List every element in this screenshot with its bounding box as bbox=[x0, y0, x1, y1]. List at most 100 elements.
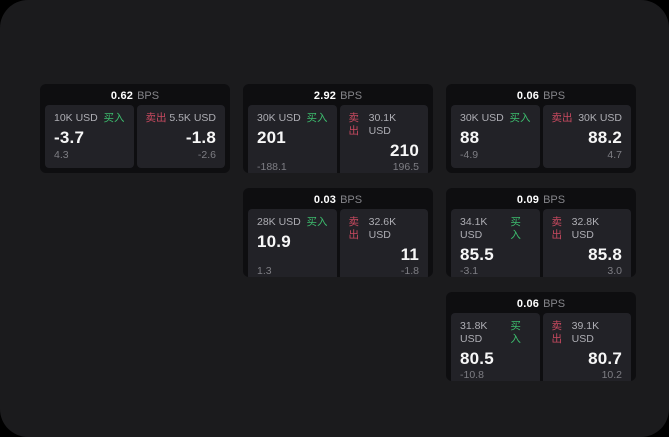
quote-card: 0.62 BPS 10K USD 买入 -3.7 4.3 卖出 5.5K USD… bbox=[40, 84, 230, 173]
bps-value: 0.03 bbox=[313, 193, 337, 206]
quote-card: 0.03 BPS 28K USD 买入 10.9 1.3 卖出 32.6K US… bbox=[243, 188, 433, 277]
sell-side-label: 卖出 bbox=[551, 320, 563, 345]
buy-notional-label: 28K USD bbox=[257, 216, 301, 228]
bps-header: 0.62 BPS bbox=[40, 84, 230, 105]
buy-panel-top: 30K USD 买入 bbox=[460, 112, 531, 125]
sell-notional-label: 30.1K USD bbox=[368, 112, 397, 137]
sell-panel-top: 卖出 5.5K USD bbox=[146, 112, 217, 125]
buy-panel-top: 31.8K USD 买入 bbox=[460, 320, 531, 346]
bps-unit: BPS bbox=[137, 89, 160, 102]
buy-sell-panels: 30K USD 买入 88 -4.9 卖出 30K USD 88.2 4.7 bbox=[451, 105, 631, 168]
bps-value: 0.09 bbox=[516, 193, 540, 206]
sell-side-label: 卖出 bbox=[551, 216, 563, 241]
sell-notional-label: 30K USD bbox=[578, 112, 622, 124]
sell-notional-label: 32.8K USD bbox=[571, 216, 600, 241]
buy-panel[interactable]: 31.8K USD 买入 80.5 -10.8 bbox=[451, 313, 540, 381]
buy-notional-label: 34.1K USD bbox=[460, 216, 488, 241]
sell-side-label: 卖出 bbox=[348, 216, 360, 241]
buy-delta-value: 1.3 bbox=[257, 265, 272, 277]
bps-value: 0.06 bbox=[516, 297, 540, 310]
buy-notional-label: 31.8K USD bbox=[460, 320, 488, 345]
buy-delta-value: 4.3 bbox=[54, 149, 69, 161]
sell-notional-label: 5.5K USD bbox=[169, 112, 216, 124]
buy-side-label: 买入 bbox=[510, 320, 521, 345]
sell-panel-top: 卖出 32.8K USD bbox=[552, 216, 623, 242]
sell-panel[interactable]: 卖出 5.5K USD -1.8 -2.6 bbox=[136, 105, 225, 168]
buy-price-value: -3.7 bbox=[54, 128, 85, 147]
quote-card: 0.06 BPS 31.8K USD 买入 80.5 -10.8 卖出 39.1… bbox=[446, 292, 636, 381]
sell-price-value: 85.8 bbox=[588, 245, 622, 264]
cards-grid: 0.62 BPS 10K USD 买入 -3.7 4.3 卖出 5.5K USD… bbox=[40, 84, 636, 381]
sell-delta-value: 10.2 bbox=[601, 369, 622, 381]
buy-panel-top: 28K USD 买入 bbox=[257, 216, 328, 229]
buy-delta-value: -3.1 bbox=[460, 265, 479, 277]
sell-delta-value: 196.5 bbox=[392, 161, 419, 173]
buy-panel[interactable]: 30K USD 买入 88 -4.9 bbox=[451, 105, 540, 168]
sell-notional-label: 39.1K USD bbox=[571, 320, 600, 345]
quote-card: 0.06 BPS 30K USD 买入 88 -4.9 卖出 30K USD 8… bbox=[446, 84, 636, 173]
sell-delta-value: -2.6 bbox=[197, 149, 216, 161]
buy-notional-label: 10K USD bbox=[54, 112, 98, 124]
sell-panel-top: 卖出 32.6K USD bbox=[349, 216, 420, 242]
sell-delta-value: -1.8 bbox=[400, 265, 419, 277]
sell-side-label: 卖出 bbox=[145, 112, 167, 124]
buy-delta-value: -188.1 bbox=[257, 161, 287, 173]
bps-value: 2.92 bbox=[313, 89, 337, 102]
sell-panel[interactable]: 卖出 32.8K USD 85.8 3.0 bbox=[542, 209, 631, 277]
buy-panel[interactable]: 30K USD 买入 201 -188.1 bbox=[248, 105, 337, 173]
buy-panel-top: 10K USD 买入 bbox=[54, 112, 125, 125]
buy-side-label: 买入 bbox=[306, 216, 328, 228]
sell-delta-value: 3.0 bbox=[607, 265, 622, 277]
sell-panel[interactable]: 卖出 30.1K USD 210 196.5 bbox=[339, 105, 428, 173]
buy-sell-panels: 28K USD 买入 10.9 1.3 卖出 32.6K USD 11 -1.8 bbox=[248, 209, 428, 277]
sell-side-label: 卖出 bbox=[551, 112, 573, 124]
bps-value: 0.62 bbox=[110, 89, 134, 102]
buy-price-value: 80.5 bbox=[460, 349, 494, 368]
sell-panel-top: 卖出 39.1K USD bbox=[552, 320, 623, 346]
bps-header: 0.06 BPS bbox=[446, 84, 636, 105]
sell-price-value: 210 bbox=[390, 141, 419, 160]
sell-panel-top: 卖出 30K USD bbox=[552, 112, 623, 125]
sell-panel[interactable]: 卖出 30K USD 88.2 4.7 bbox=[542, 105, 631, 168]
bps-header: 0.09 BPS bbox=[446, 188, 636, 209]
bps-unit: BPS bbox=[543, 89, 566, 102]
bps-unit: BPS bbox=[543, 193, 566, 206]
buy-price-value: 88 bbox=[460, 128, 480, 147]
sell-price-value: 11 bbox=[400, 245, 419, 264]
buy-panel-top: 34.1K USD 买入 bbox=[460, 216, 531, 242]
buy-sell-panels: 34.1K USD 买入 85.5 -3.1 卖出 32.8K USD 85.8… bbox=[451, 209, 631, 277]
buy-notional-label: 30K USD bbox=[460, 112, 504, 124]
buy-side-label: 买入 bbox=[510, 216, 521, 241]
buy-panel[interactable]: 28K USD 买入 10.9 1.3 bbox=[248, 209, 337, 277]
buy-panel[interactable]: 10K USD 买入 -3.7 4.3 bbox=[45, 105, 134, 168]
buy-side-label: 买入 bbox=[509, 112, 531, 124]
buy-delta-value: -10.8 bbox=[460, 369, 484, 381]
quote-card: 0.09 BPS 34.1K USD 买入 85.5 -3.1 卖出 32.8K… bbox=[446, 188, 636, 277]
buy-price-value: 85.5 bbox=[460, 245, 494, 264]
buy-sell-panels: 30K USD 买入 201 -188.1 卖出 30.1K USD 210 1… bbox=[248, 105, 428, 173]
buy-price-value: 10.9 bbox=[257, 232, 291, 251]
bps-header: 2.92 BPS bbox=[243, 84, 433, 105]
bps-header: 0.03 BPS bbox=[243, 188, 433, 209]
bps-value: 0.06 bbox=[516, 89, 540, 102]
buy-side-label: 买入 bbox=[306, 112, 328, 124]
sell-panel[interactable]: 卖出 32.6K USD 11 -1.8 bbox=[339, 209, 428, 277]
sell-price-value: -1.8 bbox=[185, 128, 216, 147]
sell-panel-top: 卖出 30.1K USD bbox=[349, 112, 420, 138]
buy-sell-panels: 31.8K USD 买入 80.5 -10.8 卖出 39.1K USD 80.… bbox=[451, 313, 631, 381]
sell-price-value: 88.2 bbox=[588, 128, 622, 147]
sell-price-value: 80.7 bbox=[588, 349, 622, 368]
buy-sell-panels: 10K USD 买入 -3.7 4.3 卖出 5.5K USD -1.8 -2.… bbox=[45, 105, 225, 168]
bps-header: 0.06 BPS bbox=[446, 292, 636, 313]
buy-price-value: 201 bbox=[257, 128, 286, 147]
quote-card: 2.92 BPS 30K USD 买入 201 -188.1 卖出 30.1K … bbox=[243, 84, 433, 173]
sell-side-label: 卖出 bbox=[348, 112, 360, 137]
bps-unit: BPS bbox=[543, 297, 566, 310]
buy-panel[interactable]: 34.1K USD 买入 85.5 -3.1 bbox=[451, 209, 540, 277]
sell-notional-label: 32.6K USD bbox=[368, 216, 397, 241]
bps-unit: BPS bbox=[340, 193, 363, 206]
sell-delta-value: 4.7 bbox=[607, 149, 622, 161]
buy-side-label: 买入 bbox=[103, 112, 125, 124]
sell-panel[interactable]: 卖出 39.1K USD 80.7 10.2 bbox=[542, 313, 631, 381]
